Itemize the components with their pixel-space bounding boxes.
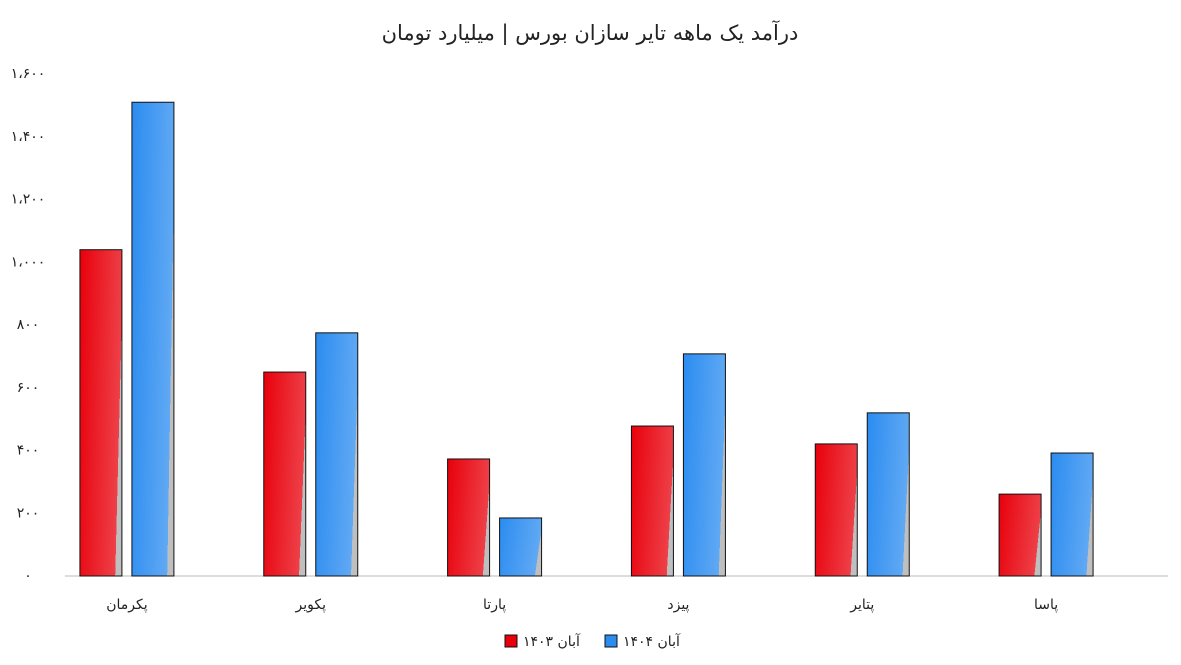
legend-label: آبان ۱۴۰۴ <box>623 633 681 650</box>
y-tick-label: ۲۰۰ <box>17 505 40 521</box>
bar <box>682 353 726 577</box>
y-tick-label: ۱،۶۰۰ <box>11 66 46 82</box>
x-tick-label: پتایر <box>849 597 874 613</box>
bar <box>814 443 858 577</box>
y-tick-label: ۴۰۰ <box>17 443 40 459</box>
x-tick-label: پارتا <box>483 597 506 613</box>
bar <box>315 332 359 577</box>
bar <box>447 458 491 577</box>
bar <box>998 493 1042 577</box>
y-tick-label: ۱،۰۰۰ <box>11 254 46 270</box>
legend-label: آبان ۱۴۰۳ <box>523 633 581 650</box>
bar <box>79 249 123 577</box>
x-tick-label: پکرمان <box>106 597 148 613</box>
bar <box>263 371 307 577</box>
x-tick-label: پیزد <box>667 597 689 613</box>
x-tick-label: پاسا <box>1034 597 1058 613</box>
bar <box>499 517 543 577</box>
y-tick-label: ۱،۴۰۰ <box>11 129 46 145</box>
y-tick-label: ۶۰۰ <box>17 380 40 396</box>
bar <box>866 412 910 577</box>
x-tick-label: پکویر <box>295 597 327 613</box>
legend-swatch <box>604 634 618 648</box>
y-tick-label: ۱،۲۰۰ <box>11 192 46 208</box>
y-tick-label: ۸۰۰ <box>17 317 40 333</box>
bar <box>131 101 175 577</box>
bar <box>630 425 674 577</box>
bar <box>1050 452 1094 577</box>
chart-title: درآمد یک ماهه تایر سازان بورس | میلیارد … <box>382 20 799 46</box>
y-tick-label: ۰ <box>24 568 32 584</box>
legend-swatch <box>504 634 518 648</box>
